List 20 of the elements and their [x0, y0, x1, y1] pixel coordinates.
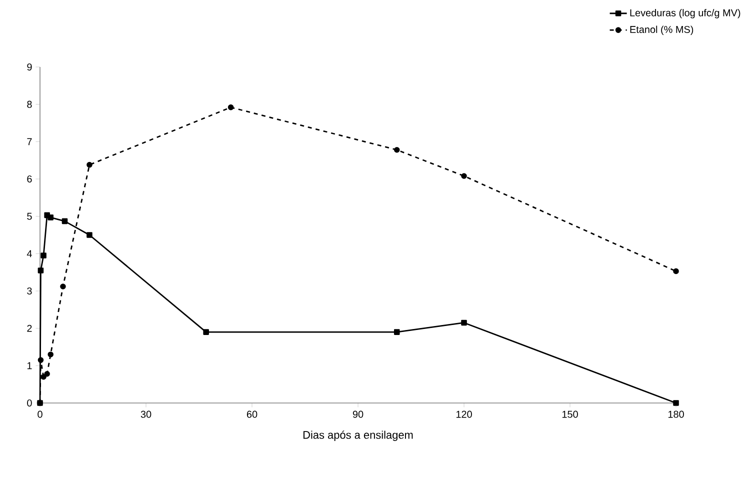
x-tick-label: 90: [352, 410, 364, 418]
legend-label: Leveduras (log ufc/g MV): [630, 9, 740, 18]
x-tick-label: 0: [38, 410, 42, 418]
x-tick-label: 120: [456, 410, 472, 418]
y-tick-label: 8: [27, 100, 32, 108]
x-tick-label: 30: [140, 410, 152, 418]
legend-label: Etanol (% MS): [630, 26, 694, 35]
y-tick-label: 1: [27, 362, 32, 370]
y-tick-label: 4: [26, 250, 32, 258]
y-tick-label: 0: [27, 399, 32, 407]
y-tick-label: 6: [27, 175, 32, 183]
x-tick-label: 60: [246, 410, 258, 418]
y-tick-label: 9: [27, 63, 32, 71]
y-tick-label: 5: [27, 212, 32, 220]
y-tick-label: 3: [27, 287, 32, 295]
x-tick-label: 180: [668, 410, 684, 418]
x-axis-title: Dias após a ensilagem: [303, 430, 413, 441]
y-tick-label: 2: [27, 324, 32, 332]
y-tick-label: 7: [27, 138, 32, 146]
x-tick-label: 150: [562, 410, 578, 418]
